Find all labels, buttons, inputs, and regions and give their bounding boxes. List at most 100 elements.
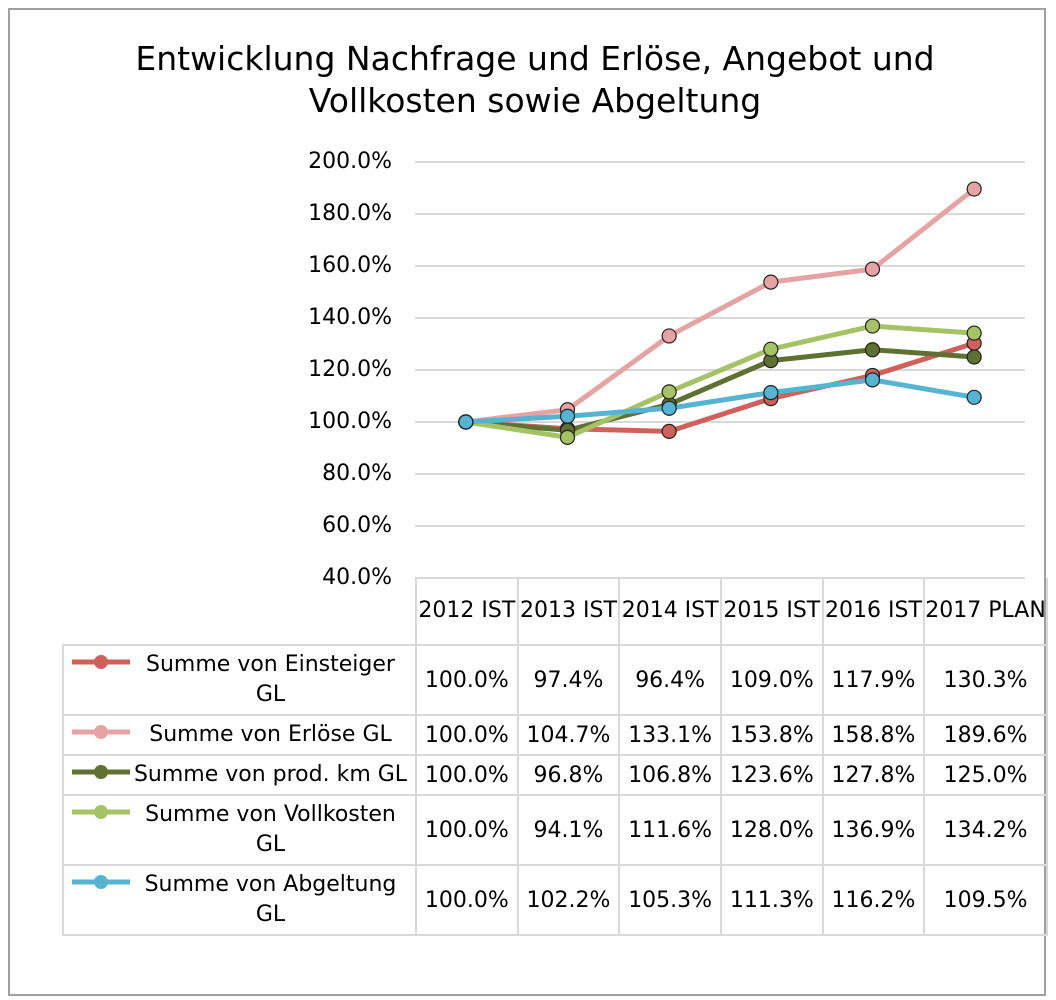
value-cell: 134.2%	[923, 794, 1048, 866]
value-cell: 109.5%	[923, 864, 1048, 936]
legend-cell: Summe von Einsteiger GL	[62, 644, 417, 716]
x-tick-label: 2014 IST	[621, 598, 719, 623]
legend-label: Summe von prod. km GL	[133, 762, 408, 787]
legend-key	[72, 725, 130, 739]
legend-marker	[94, 725, 108, 739]
legend-marker	[94, 875, 108, 889]
data-table: 2012 IST 2013 IST 2014 IST 2015 IST 2016 IST…	[62, 578, 1048, 936]
value-cell: 102.2%	[516, 864, 621, 936]
value-cell: 158.8%	[821, 714, 926, 756]
y-tick-label: 120.0%	[308, 357, 392, 382]
value-cell: 106.8%	[618, 754, 722, 796]
value-cell: 100.0%	[415, 794, 519, 866]
x-tick-label: 2016 IST	[825, 598, 922, 623]
data-point	[864, 342, 881, 358]
x-tick-label: 2012 IST	[418, 598, 516, 623]
x-tick-label: 2017 PLAN	[925, 598, 1046, 623]
value-cell: 128.0%	[719, 794, 824, 866]
value-cell: 105.3%	[618, 864, 722, 936]
data-point	[966, 389, 982, 405]
legend-key	[72, 805, 130, 819]
value-cell: 96.4%	[618, 644, 722, 716]
value-cell: 153.8%	[719, 714, 824, 756]
table-row: Summe von Erlöse GL 100.0% 104.7% 133.1% 153…	[62, 714, 1048, 756]
data-point	[661, 384, 677, 400]
value-cell: 116.2%	[821, 864, 926, 936]
category-cell: 2014 IST	[618, 578, 722, 646]
value-cell: 136.9%	[821, 794, 926, 866]
value-cell: 109.0%	[719, 644, 824, 716]
table-row: Summe von prod. km GL 100.0% 96.8% 106.8% 12…	[62, 754, 1048, 796]
value-cell: 104.7%	[516, 714, 621, 756]
series-line	[465, 323, 975, 440]
table-header-row: 2012 IST 2013 IST 2014 IST 2015 IST 2016 IST…	[63, 578, 1048, 646]
chart-border	[8, 8, 1046, 996]
chart-title: Entwicklung Nachfrage und Erlöse, Angebo…	[135, 39, 935, 120]
category-cell: 2015 IST	[719, 578, 824, 646]
series-line	[465, 187, 976, 425]
legend-key	[72, 875, 130, 889]
value-cell: 189.6%	[923, 714, 1048, 756]
y-tick-label: 160.0%	[308, 253, 392, 278]
data-point	[864, 372, 881, 388]
table-row: Summe von Einsteiger GL 100.0% 97.4% 96.4% 1…	[62, 644, 1048, 716]
category-cell: 2017 PLAN	[923, 578, 1048, 646]
value-cell: 100.0%	[415, 754, 519, 796]
legend-marker	[94, 655, 108, 669]
legend-label: Summe von Vollkosten GL	[145, 802, 396, 857]
data-point	[763, 274, 779, 290]
legend-cell: Summe von Vollkosten GL	[62, 794, 417, 866]
x-tick-label: 2015 IST	[723, 598, 821, 623]
legend-cell: Summe von Erlöse GL	[62, 714, 417, 756]
data-point	[763, 385, 779, 401]
legend-label: Summe von Abgeltung GL	[144, 872, 397, 927]
x-tick-label: 2013 IST	[520, 598, 617, 623]
value-cell: 100.0%	[415, 714, 519, 756]
y-tick-label: 100.0%	[308, 409, 392, 434]
value-cell: 111.6%	[618, 794, 722, 866]
data-point	[966, 349, 982, 365]
y-tick-label: 60.0%	[322, 513, 392, 538]
legend-label: Summe von Einsteiger GL	[146, 652, 395, 707]
data-point	[661, 328, 677, 344]
series-line	[465, 347, 975, 433]
legend-label: Summe von Erlöse GL	[149, 722, 392, 747]
value-cell: 111.3%	[719, 864, 824, 936]
legend-key	[72, 655, 130, 669]
value-cell: 96.8%	[516, 754, 621, 796]
value-cell: 130.3%	[923, 644, 1048, 716]
legend-marker	[94, 805, 108, 819]
value-cell: 125.0%	[923, 754, 1048, 796]
category-cell: 2012 IST	[415, 578, 519, 646]
data-point	[559, 408, 576, 424]
value-cell: 133.1%	[618, 714, 722, 756]
value-cell: 94.1%	[516, 794, 621, 866]
value-cell: 100.0%	[415, 644, 519, 716]
value-cell: 117.9%	[821, 644, 926, 716]
data-point	[763, 341, 779, 357]
legend-key	[72, 765, 130, 779]
legend-cell: Summe von Abgeltung GL	[62, 864, 417, 936]
data-point	[864, 318, 881, 334]
y-tick-label: 140.0%	[308, 305, 392, 330]
legend-marker	[94, 765, 108, 779]
y-tick-label: 200.0%	[308, 149, 392, 174]
y-tick-label: 80.0%	[322, 461, 392, 486]
data-point	[966, 181, 982, 197]
data-point	[864, 261, 881, 277]
value-cell: 123.6%	[719, 754, 824, 796]
data-point	[966, 325, 982, 341]
legend-cell: Summe von prod. km GL	[62, 754, 417, 796]
category-cell: 2016 IST	[821, 578, 926, 646]
table-corner	[63, 578, 417, 645]
table-row: Summe von Abgeltung GL 100.0% 102.2% 105.3%…	[62, 864, 1048, 936]
series-line	[465, 377, 975, 425]
table-row: Summe von Vollkosten GL 100.0% 94.1% 111.6%…	[62, 794, 1048, 866]
value-cell: 127.8%	[821, 754, 926, 796]
value-cell: 97.4%	[516, 644, 621, 716]
y-tick-label: 180.0%	[308, 201, 392, 226]
data-point	[458, 414, 474, 430]
data-point	[661, 423, 677, 439]
category-cell: 2013 IST	[516, 578, 621, 646]
